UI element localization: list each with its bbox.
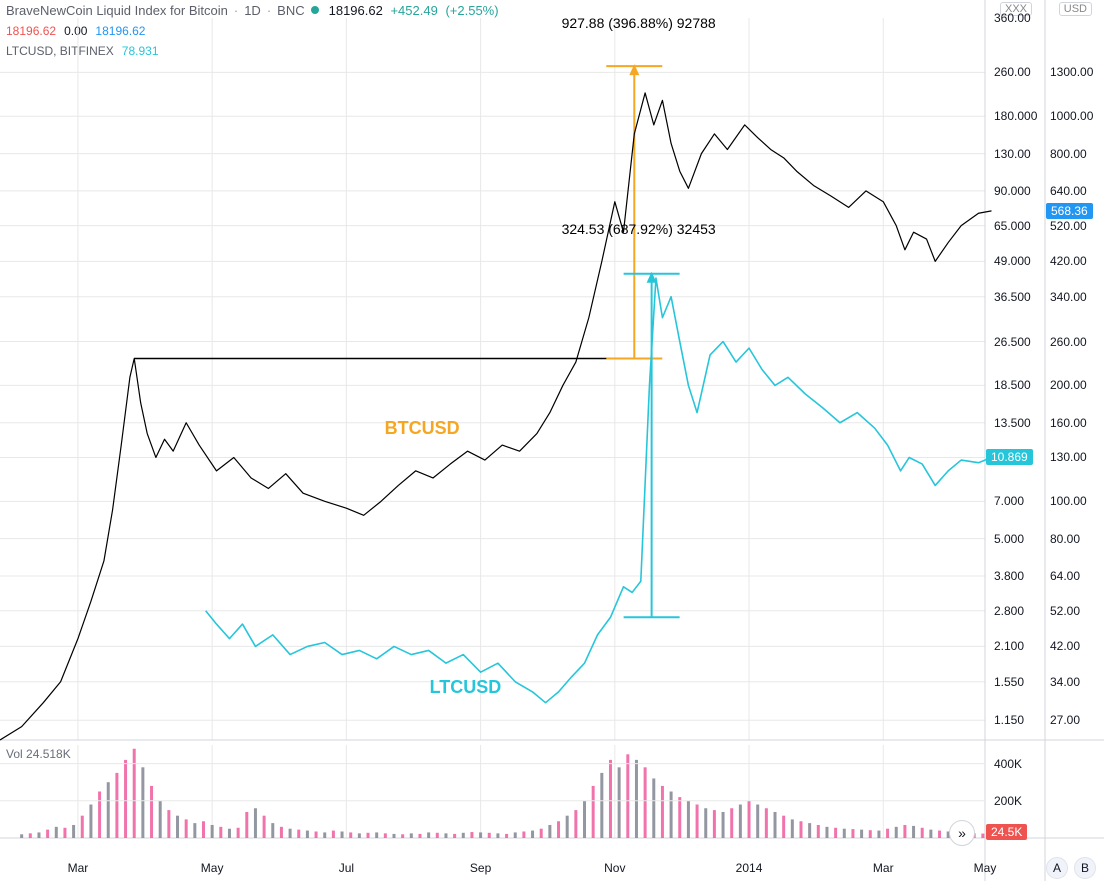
y-tick-btc: 260.00	[1045, 335, 1103, 349]
y-tick-btc: 42.00	[1045, 639, 1103, 653]
y-tick-ltc: 360.00	[989, 11, 1043, 25]
vol-tick: 200K	[989, 794, 1043, 808]
vol-tick: 400K	[989, 757, 1043, 771]
bottom-toolbar: A B	[0, 855, 1104, 881]
y-tick-btc: 52.00	[1045, 604, 1103, 618]
y-tick-btc: 80.00	[1045, 532, 1103, 546]
y-tick-btc: 340.00	[1045, 290, 1103, 304]
y-tick-ltc: 36.500	[989, 290, 1043, 304]
y-tick-ltc: 2.100	[989, 639, 1043, 653]
y-tick-btc: 130.00	[1045, 450, 1103, 464]
y-tick-ltc: 3.800	[989, 569, 1043, 583]
y-tick-ltc: 7.000	[989, 494, 1043, 508]
tool-a-button[interactable]: A	[1046, 857, 1068, 879]
y-tick-ltc: 5.000	[989, 532, 1043, 546]
chart-svg[interactable]	[0, 0, 1104, 881]
y-tick-btc: 160.00	[1045, 416, 1103, 430]
y-tick-ltc: 1.150	[989, 713, 1043, 727]
y-tick-ltc: 65.000	[989, 219, 1043, 233]
y-tick-ltc: 2.800	[989, 604, 1043, 618]
y-tick-btc: 200.00	[1045, 378, 1103, 392]
y-tick-btc: 420.00	[1045, 254, 1103, 268]
y-tick-ltc: 130.00	[989, 147, 1043, 161]
y-tick-ltc: 260.00	[989, 65, 1043, 79]
tool-b-button[interactable]: B	[1074, 857, 1096, 879]
y-tick-btc: 520.00	[1045, 219, 1103, 233]
measure-annotation-top: 927.88 (396.88%) 92788	[562, 15, 716, 31]
price-marker-vol: 24.5K	[986, 824, 1027, 840]
y-tick-btc: 1000.00	[1045, 109, 1103, 123]
y-tick-btc: 34.00	[1045, 675, 1103, 689]
y-tick-ltc: 90.000	[989, 184, 1043, 198]
chevron-right-icon: »	[958, 825, 966, 841]
y-tick-btc: 27.00	[1045, 713, 1103, 727]
series-label-ltc: LTCUSD	[430, 677, 502, 698]
y-tick-ltc: 26.500	[989, 335, 1043, 349]
y-tick-btc: 800.00	[1045, 147, 1103, 161]
y-tick-btc: 100.00	[1045, 494, 1103, 508]
y-tick-btc: 1300.00	[1045, 65, 1103, 79]
y-tick-ltc: 180.000	[989, 109, 1043, 123]
scroll-right-button[interactable]: »	[949, 820, 975, 846]
price-marker-btc: 568.36	[1046, 203, 1093, 219]
y-tick-ltc: 1.550	[989, 675, 1043, 689]
volume-label: Vol 24.518K	[6, 747, 71, 761]
y-tick-btc: 640.00	[1045, 184, 1103, 198]
y-tick-ltc: 18.500	[989, 378, 1043, 392]
y-tick-btc: 64.00	[1045, 569, 1103, 583]
chart-area[interactable]	[0, 0, 1104, 881]
price-marker-ltc: 10.869	[986, 449, 1033, 465]
y-tick-ltc: 49.000	[989, 254, 1043, 268]
series-label-btc: BTCUSD	[385, 418, 460, 439]
measure-annotation-mid: 324.53 (687.92%) 32453	[562, 221, 716, 237]
y-tick-ltc: 13.500	[989, 416, 1043, 430]
